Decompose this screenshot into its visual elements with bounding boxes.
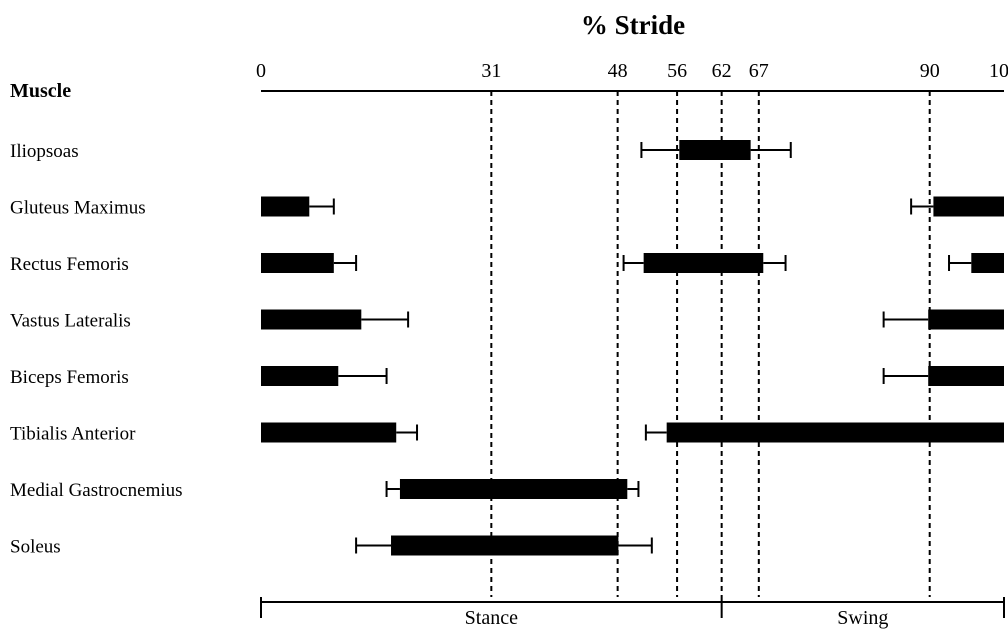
muscle-label: Rectus Femoris [10,254,129,275]
activity-bar [666,422,1004,443]
reference-lines [490,91,931,597]
phase-label-stance: Stance [465,607,518,629]
x-tick-label: 67 [749,60,769,82]
activity-bar [261,309,362,330]
muscle-label: Soleus [10,537,61,558]
x-tick-label: 90 [920,60,940,82]
activity-bar [261,366,339,386]
muscle-label: Iliopsoas [10,141,79,162]
phase-label-swing: Swing [837,607,888,629]
x-tick-labels: 0 31 48 56 62 67 90 100 [256,60,1008,82]
x-tick-label: 48 [608,60,628,82]
muscle-label: Vastus Lateralis [10,311,131,332]
activity-bar [399,479,628,499]
activity-bar [261,253,334,273]
x-tick-label: 62 [712,60,732,82]
x-tick-label: 100 [989,60,1008,82]
activity-bar [391,535,619,556]
x-tick-label: 31 [481,60,501,82]
muscle-label: Medial Gastrocnemius [10,480,183,501]
x-tick-label: 0 [256,60,266,82]
chart-title: % Stride [581,10,685,40]
muscle-label: Gluteus Maximus [10,198,146,219]
activity-bar [928,309,1004,330]
activity-bar [643,253,764,273]
activity-bar [971,253,1004,273]
muscle-label: Biceps Femoris [10,367,129,388]
x-tick-label: 56 [667,60,687,82]
row-header: Muscle [10,80,71,102]
activity-bar [261,422,397,443]
activity-bar [261,196,310,217]
activity-bar [679,140,751,160]
muscle-label: Tibialis Anterior [10,424,136,445]
phase-brackets: Stance Swing [260,597,1005,629]
activity-bar [928,366,1004,386]
activity-bar [933,196,1004,217]
muscle-rows: Iliopsoas Gluteus Maximus Rectus Femoris Va… [10,140,1004,558]
